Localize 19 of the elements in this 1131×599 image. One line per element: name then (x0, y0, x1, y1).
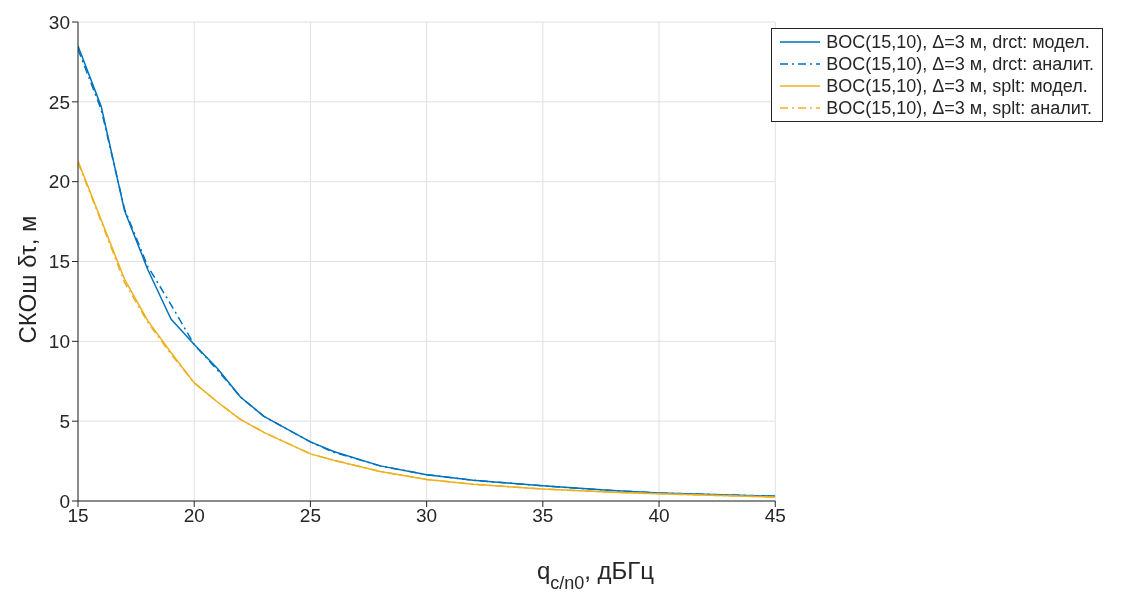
y-tick-label: 25 (48, 91, 70, 113)
y-tick-label: 10 (48, 331, 70, 353)
legend-label: BOC(15,10), Δ=3 м, drct: модел. (826, 31, 1090, 53)
y-tick-label: 15 (48, 251, 70, 273)
x-tick-label: 30 (416, 505, 438, 527)
legend-label: BOC(15,10), Δ=3 м, splt: аналит. (826, 97, 1092, 119)
x-tick-label: 45 (764, 505, 786, 527)
y-tick-label: 20 (48, 171, 70, 193)
x-tick-label: 20 (183, 505, 205, 527)
y-tick-label: 0 (59, 490, 70, 512)
y-tick-label: 5 (59, 410, 70, 432)
legend-label: BOC(15,10), Δ=3 м, drct: аналит. (826, 53, 1094, 75)
x-tick-label: 25 (299, 505, 321, 527)
y-axis-title: СКОш δτ, м (14, 215, 41, 344)
x-tick-label: 40 (648, 505, 670, 527)
legend-label: BOC(15,10), Δ=3 м, splt: модел. (826, 75, 1088, 97)
x-tick-label: 35 (532, 505, 554, 527)
x-axis-title: q$_{c/n0}$, дБГц (536, 557, 655, 593)
y-tick-label: 30 (48, 11, 70, 33)
